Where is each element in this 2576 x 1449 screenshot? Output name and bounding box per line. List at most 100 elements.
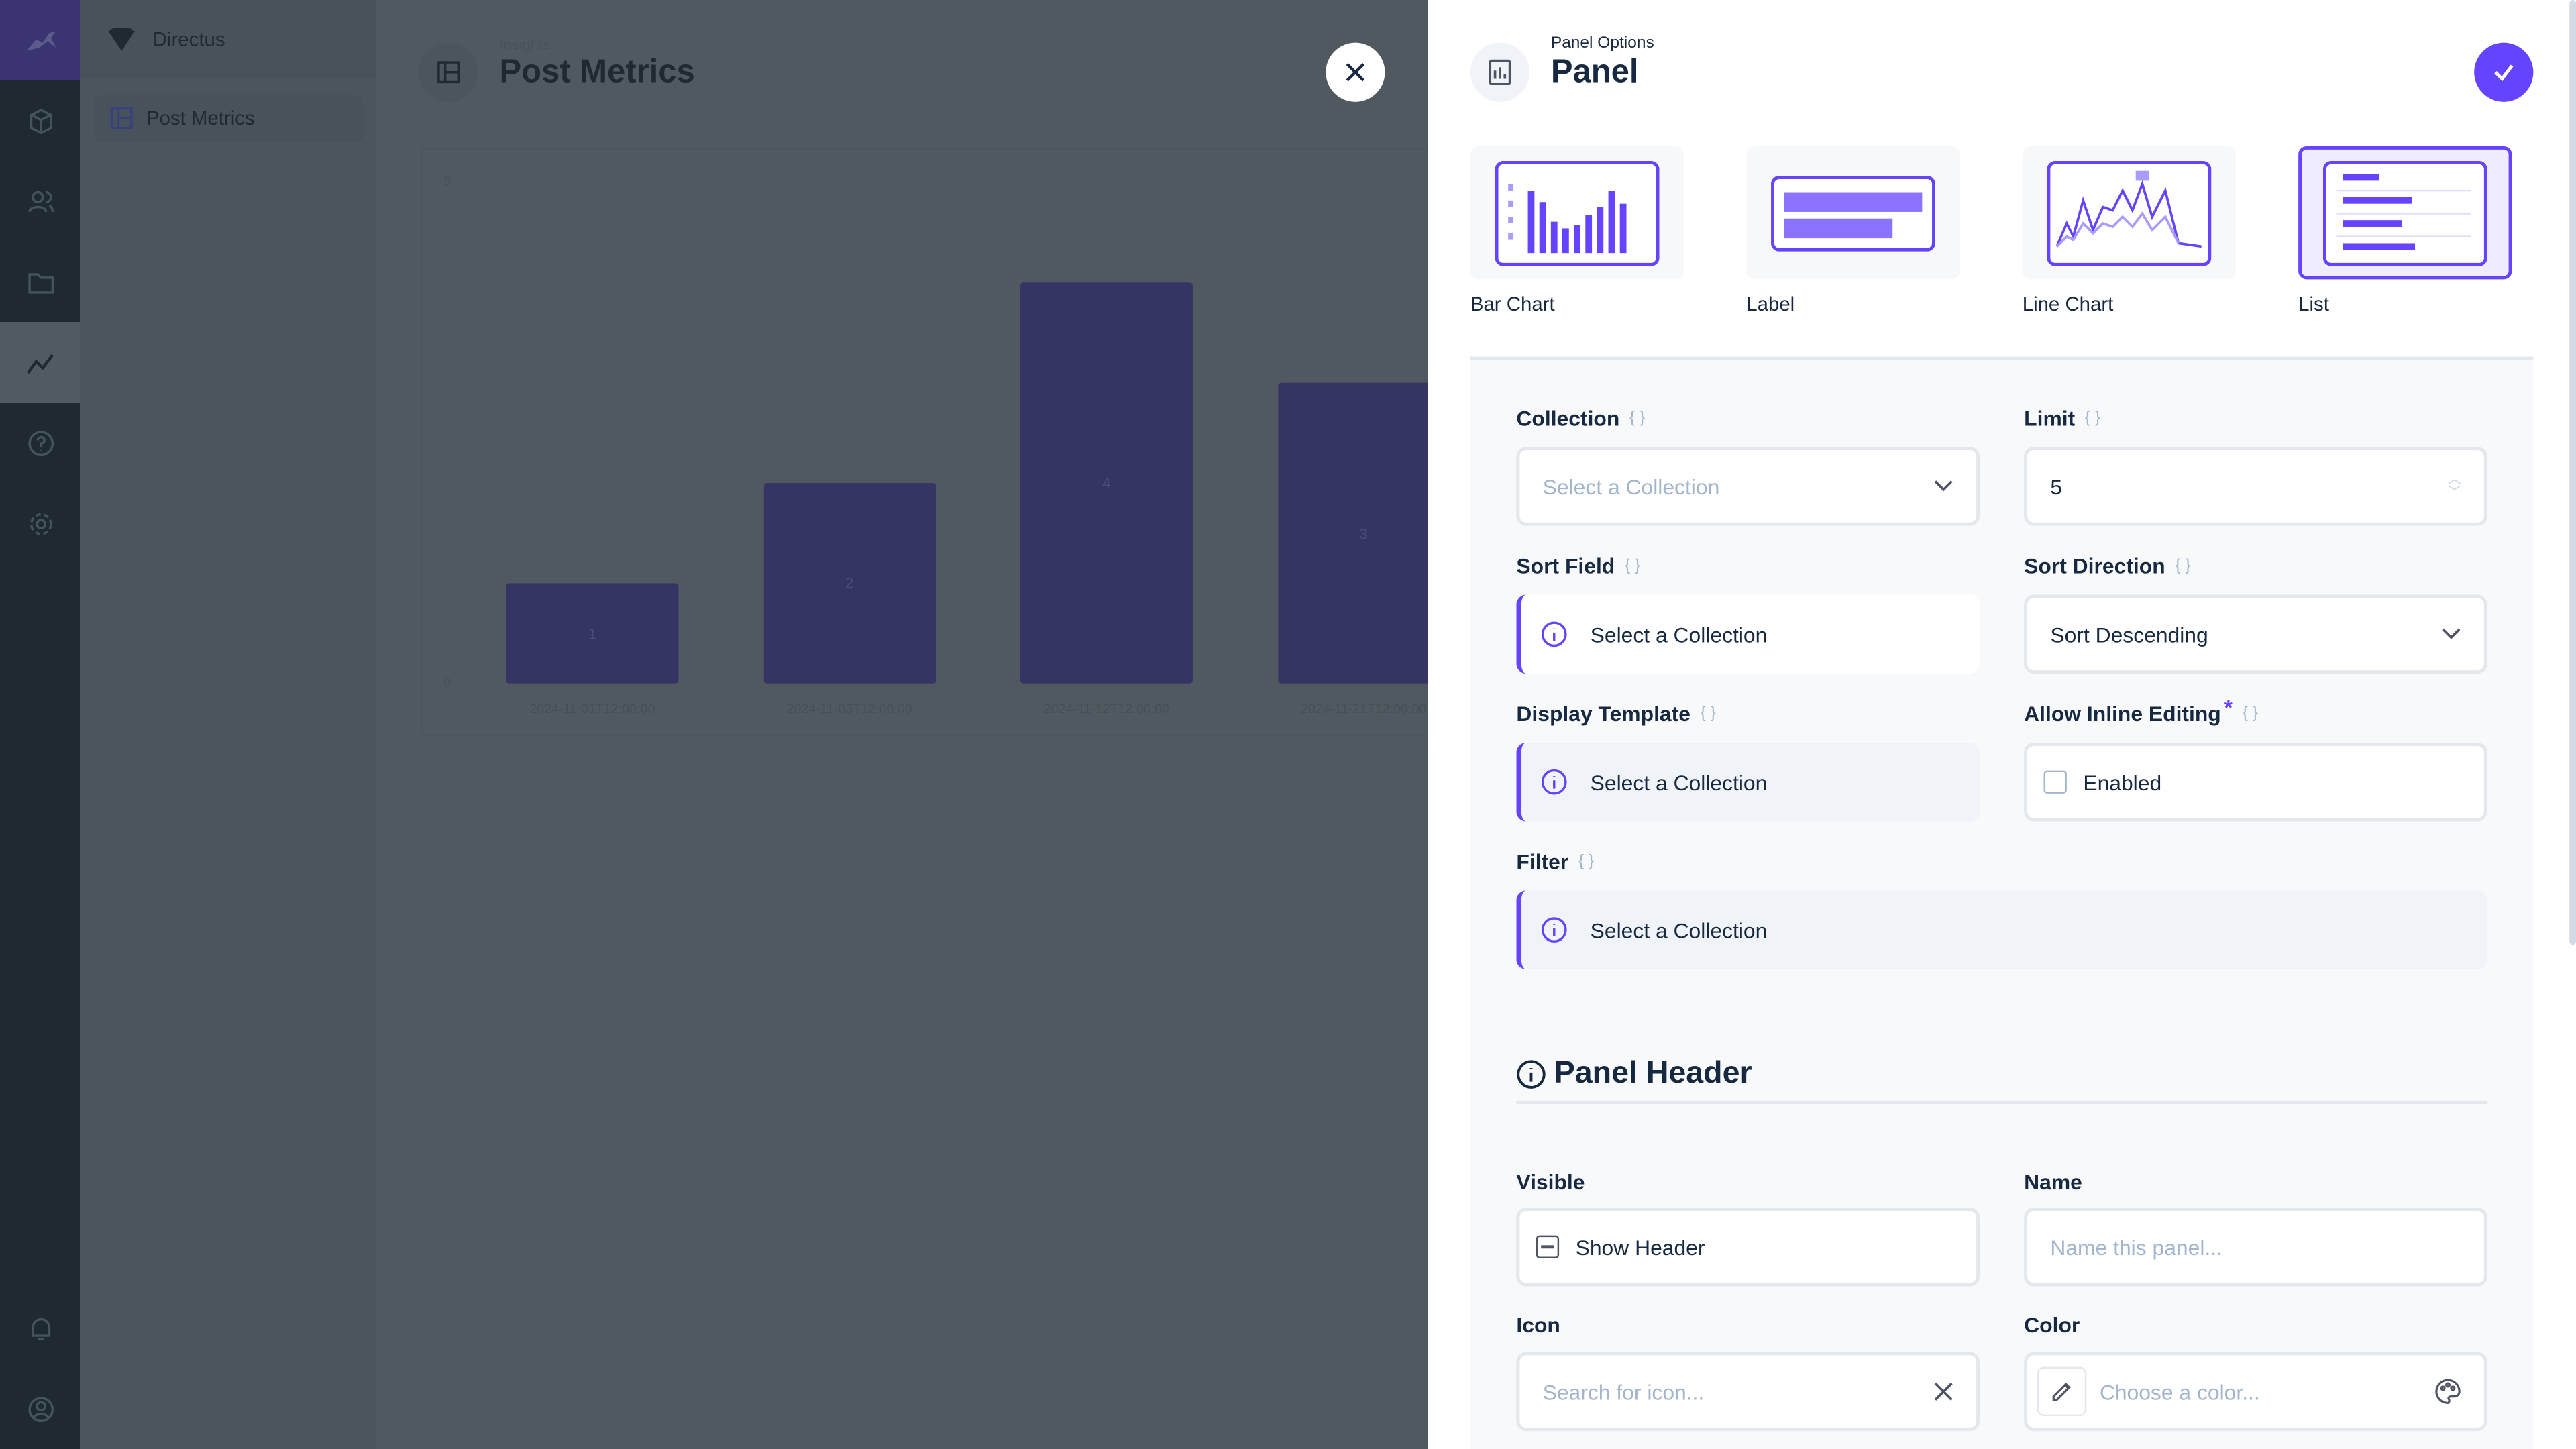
inline-editing-checkbox[interactable]: Enabled bbox=[2024, 742, 2487, 822]
bar-data-label: 2 bbox=[845, 575, 854, 592]
users-icon[interactable] bbox=[0, 161, 80, 241]
sort-field-label: Sort Field{ } bbox=[1516, 553, 1641, 579]
type-label: Line Chart bbox=[2022, 292, 2114, 316]
info-icon bbox=[1541, 917, 1567, 943]
panel-icon bbox=[1470, 42, 1530, 102]
bar[interactable]: 1 bbox=[506, 583, 679, 684]
info-icon bbox=[1541, 769, 1567, 795]
check-icon bbox=[2494, 64, 2514, 82]
clear-icon[interactable] bbox=[1933, 1382, 1953, 1401]
inline-editing-label: Allow Inline Editing *{ } bbox=[2024, 694, 2258, 727]
type-label: Label bbox=[1746, 292, 1795, 316]
bar-data-label: 3 bbox=[1359, 525, 1368, 541]
settings-icon[interactable] bbox=[0, 483, 80, 564]
raw-value-icon: { } bbox=[1578, 853, 1595, 871]
close-drawer-button[interactable] bbox=[1326, 42, 1385, 102]
nav-item-label: Post Metrics bbox=[146, 107, 255, 130]
help-icon[interactable] bbox=[0, 402, 80, 483]
label-illustration bbox=[1771, 174, 1935, 251]
eyedropper-icon[interactable] bbox=[2037, 1366, 2087, 1417]
sort-field-notice: Select a Collection bbox=[1516, 594, 1980, 674]
raw-value-icon: { } bbox=[2084, 409, 2101, 427]
collection-label: Collection{ } bbox=[1516, 405, 1646, 431]
icon-label: Icon bbox=[1516, 1312, 1560, 1338]
raw-value-icon: { } bbox=[1624, 557, 1641, 576]
files-icon[interactable] bbox=[0, 241, 80, 322]
icon-search-input[interactable]: Search for icon... bbox=[1516, 1352, 1980, 1432]
raw-value-icon: { } bbox=[1629, 409, 1646, 427]
info-icon bbox=[1541, 621, 1567, 647]
type-label: Bar Chart bbox=[1470, 292, 1555, 316]
list-illustration bbox=[2322, 160, 2487, 266]
chevron-down-icon bbox=[2442, 628, 2461, 639]
bar-data-label: 4 bbox=[1102, 474, 1111, 492]
navigation-sidebar: Directus Post Metrics bbox=[80, 0, 376, 1449]
insights-icon[interactable] bbox=[0, 322, 81, 403]
visible-label: Visible bbox=[1516, 1169, 1585, 1195]
sort-direction-label: Sort Direction{ } bbox=[2024, 553, 2191, 579]
x-tick-label: 2024-11-21T12:00:00 bbox=[1301, 701, 1427, 716]
stepper-icon: ︿ ﹀ bbox=[2448, 471, 2461, 500]
close-icon bbox=[1346, 62, 1365, 82]
x-tick-label: 2024-11-12T12:00:00 bbox=[1043, 701, 1169, 716]
project-header[interactable]: Directus bbox=[80, 0, 376, 79]
main-content: Insights Post Metrics 0 5 1 2024-11-01T12:0… bbox=[376, 0, 2576, 1449]
palette-icon bbox=[2435, 1379, 2461, 1405]
panel-header-section: Panel Header bbox=[1516, 1057, 2487, 1104]
bar[interactable]: 2 bbox=[763, 483, 936, 684]
display-template-label: Display Template{ } bbox=[1516, 701, 1716, 727]
chevron-down-icon bbox=[1934, 480, 1953, 492]
x-tick-label: 2024-11-01T12:00:00 bbox=[529, 701, 655, 716]
drawer-breadcrumb: Panel Options bbox=[1550, 34, 1654, 53]
content-icon[interactable] bbox=[0, 80, 80, 161]
display-template-notice: Select a Collection bbox=[1516, 742, 1980, 822]
name-label: Name bbox=[2024, 1169, 2082, 1195]
limit-label: Limit{ } bbox=[2024, 405, 2101, 431]
filter-label: Filter{ } bbox=[1516, 849, 1595, 874]
color-label: Color bbox=[2024, 1312, 2080, 1338]
dashboard-icon bbox=[110, 107, 133, 129]
panel-options-form: Collection{ } Select a Collection Limit{… bbox=[1470, 360, 2534, 1449]
project-name: Directus bbox=[152, 28, 225, 51]
checkbox-indeterminate-icon bbox=[1536, 1235, 1560, 1258]
filter-notice: Select a Collection bbox=[1516, 890, 2487, 969]
bar-data-label: 1 bbox=[588, 625, 596, 642]
required-marker: * bbox=[2224, 694, 2233, 720]
color-input[interactable]: Choose a color... bbox=[2024, 1352, 2487, 1432]
sort-direction-select[interactable]: Sort Descending bbox=[2024, 594, 2487, 674]
y-tick-label: 0 bbox=[443, 675, 451, 690]
type-label: List bbox=[2298, 292, 2329, 316]
scrollbar[interactable] bbox=[2569, 0, 2576, 945]
checkbox-icon bbox=[2043, 770, 2067, 794]
panel-type-selector: Bar Chart Label Line Chart List bbox=[1470, 146, 2512, 315]
bar[interactable]: 4 bbox=[1020, 282, 1193, 684]
panel-name-input[interactable]: Name this panel... bbox=[2024, 1208, 2487, 1287]
raw-value-icon: { } bbox=[2242, 704, 2258, 723]
raw-value-icon: { } bbox=[2175, 557, 2191, 576]
drawer-title: Panel bbox=[1550, 54, 1639, 91]
collection-select[interactable]: Select a Collection bbox=[1516, 447, 1980, 526]
bar-chart-illustration bbox=[1495, 160, 1660, 266]
y-tick-label: 5 bbox=[443, 174, 451, 189]
type-bar-chart[interactable]: Bar Chart bbox=[1470, 146, 1684, 315]
project-logo-icon bbox=[108, 28, 135, 51]
notifications-icon[interactable] bbox=[0, 1288, 80, 1368]
nav-item-post-metrics[interactable]: Post Metrics bbox=[93, 95, 364, 142]
directus-logo[interactable] bbox=[0, 0, 81, 81]
save-button[interactable] bbox=[2474, 42, 2534, 102]
panel-options-drawer: Panel Options Panel Bar Chart Label Line… bbox=[1428, 0, 2576, 1449]
line-chart-illustration bbox=[2047, 160, 2212, 266]
show-header-checkbox[interactable]: Show Header bbox=[1516, 1208, 1980, 1287]
type-label[interactable]: Label bbox=[1746, 146, 1960, 315]
dashboard-icon bbox=[419, 42, 478, 102]
limit-input[interactable]: 5 ︿ ﹀ bbox=[2024, 447, 2487, 526]
breadcrumb[interactable]: Insights bbox=[499, 36, 551, 53]
type-list[interactable]: List bbox=[2298, 146, 2512, 315]
user-icon[interactable] bbox=[0, 1368, 80, 1449]
module-bar bbox=[0, 0, 81, 1449]
bar-chart-panel: 0 5 1 2024-11-01T12:00:00 2 2024-11-03T12:00:… bbox=[420, 148, 2063, 737]
info-icon bbox=[1517, 1060, 1546, 1089]
type-line-chart[interactable]: Line Chart bbox=[2022, 146, 2237, 316]
page-title: Post Metrics bbox=[499, 54, 695, 91]
bar[interactable]: 3 bbox=[1277, 382, 1450, 684]
